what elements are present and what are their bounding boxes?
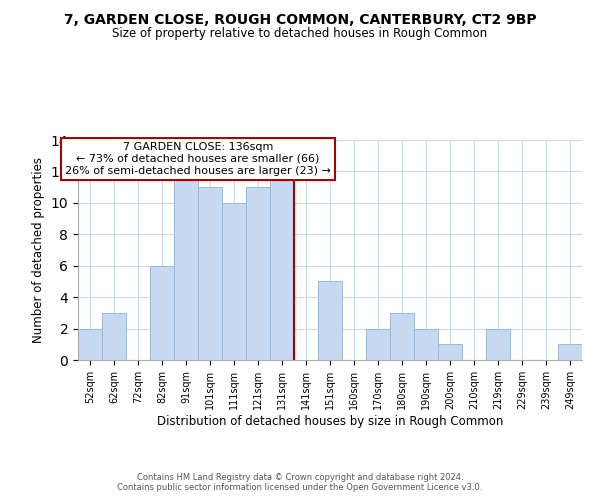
Bar [366,328,390,360]
Bar [318,282,342,360]
Bar [78,328,102,360]
Text: 7, GARDEN CLOSE, ROUGH COMMON, CANTERBURY, CT2 9BP: 7, GARDEN CLOSE, ROUGH COMMON, CANTERBUR… [64,12,536,26]
Text: Contains HM Land Registry data © Crown copyright and database right 2024.
Contai: Contains HM Land Registry data © Crown c… [118,473,482,492]
X-axis label: Distribution of detached houses by size in Rough Common: Distribution of detached houses by size … [157,414,503,428]
Bar [414,328,438,360]
Bar [222,203,246,360]
Bar [486,328,510,360]
Text: 7 GARDEN CLOSE: 136sqm
← 73% of detached houses are smaller (66)
26% of semi-det: 7 GARDEN CLOSE: 136sqm ← 73% of detached… [65,142,331,176]
Y-axis label: Number of detached properties: Number of detached properties [32,157,45,343]
Text: Size of property relative to detached houses in Rough Common: Size of property relative to detached ho… [112,28,488,40]
Bar [102,313,126,360]
Bar [174,172,198,360]
Bar [150,266,174,360]
Bar [246,187,270,360]
Bar [438,344,462,360]
Bar [558,344,582,360]
Bar [198,187,222,360]
Bar [270,172,294,360]
Bar [390,313,414,360]
